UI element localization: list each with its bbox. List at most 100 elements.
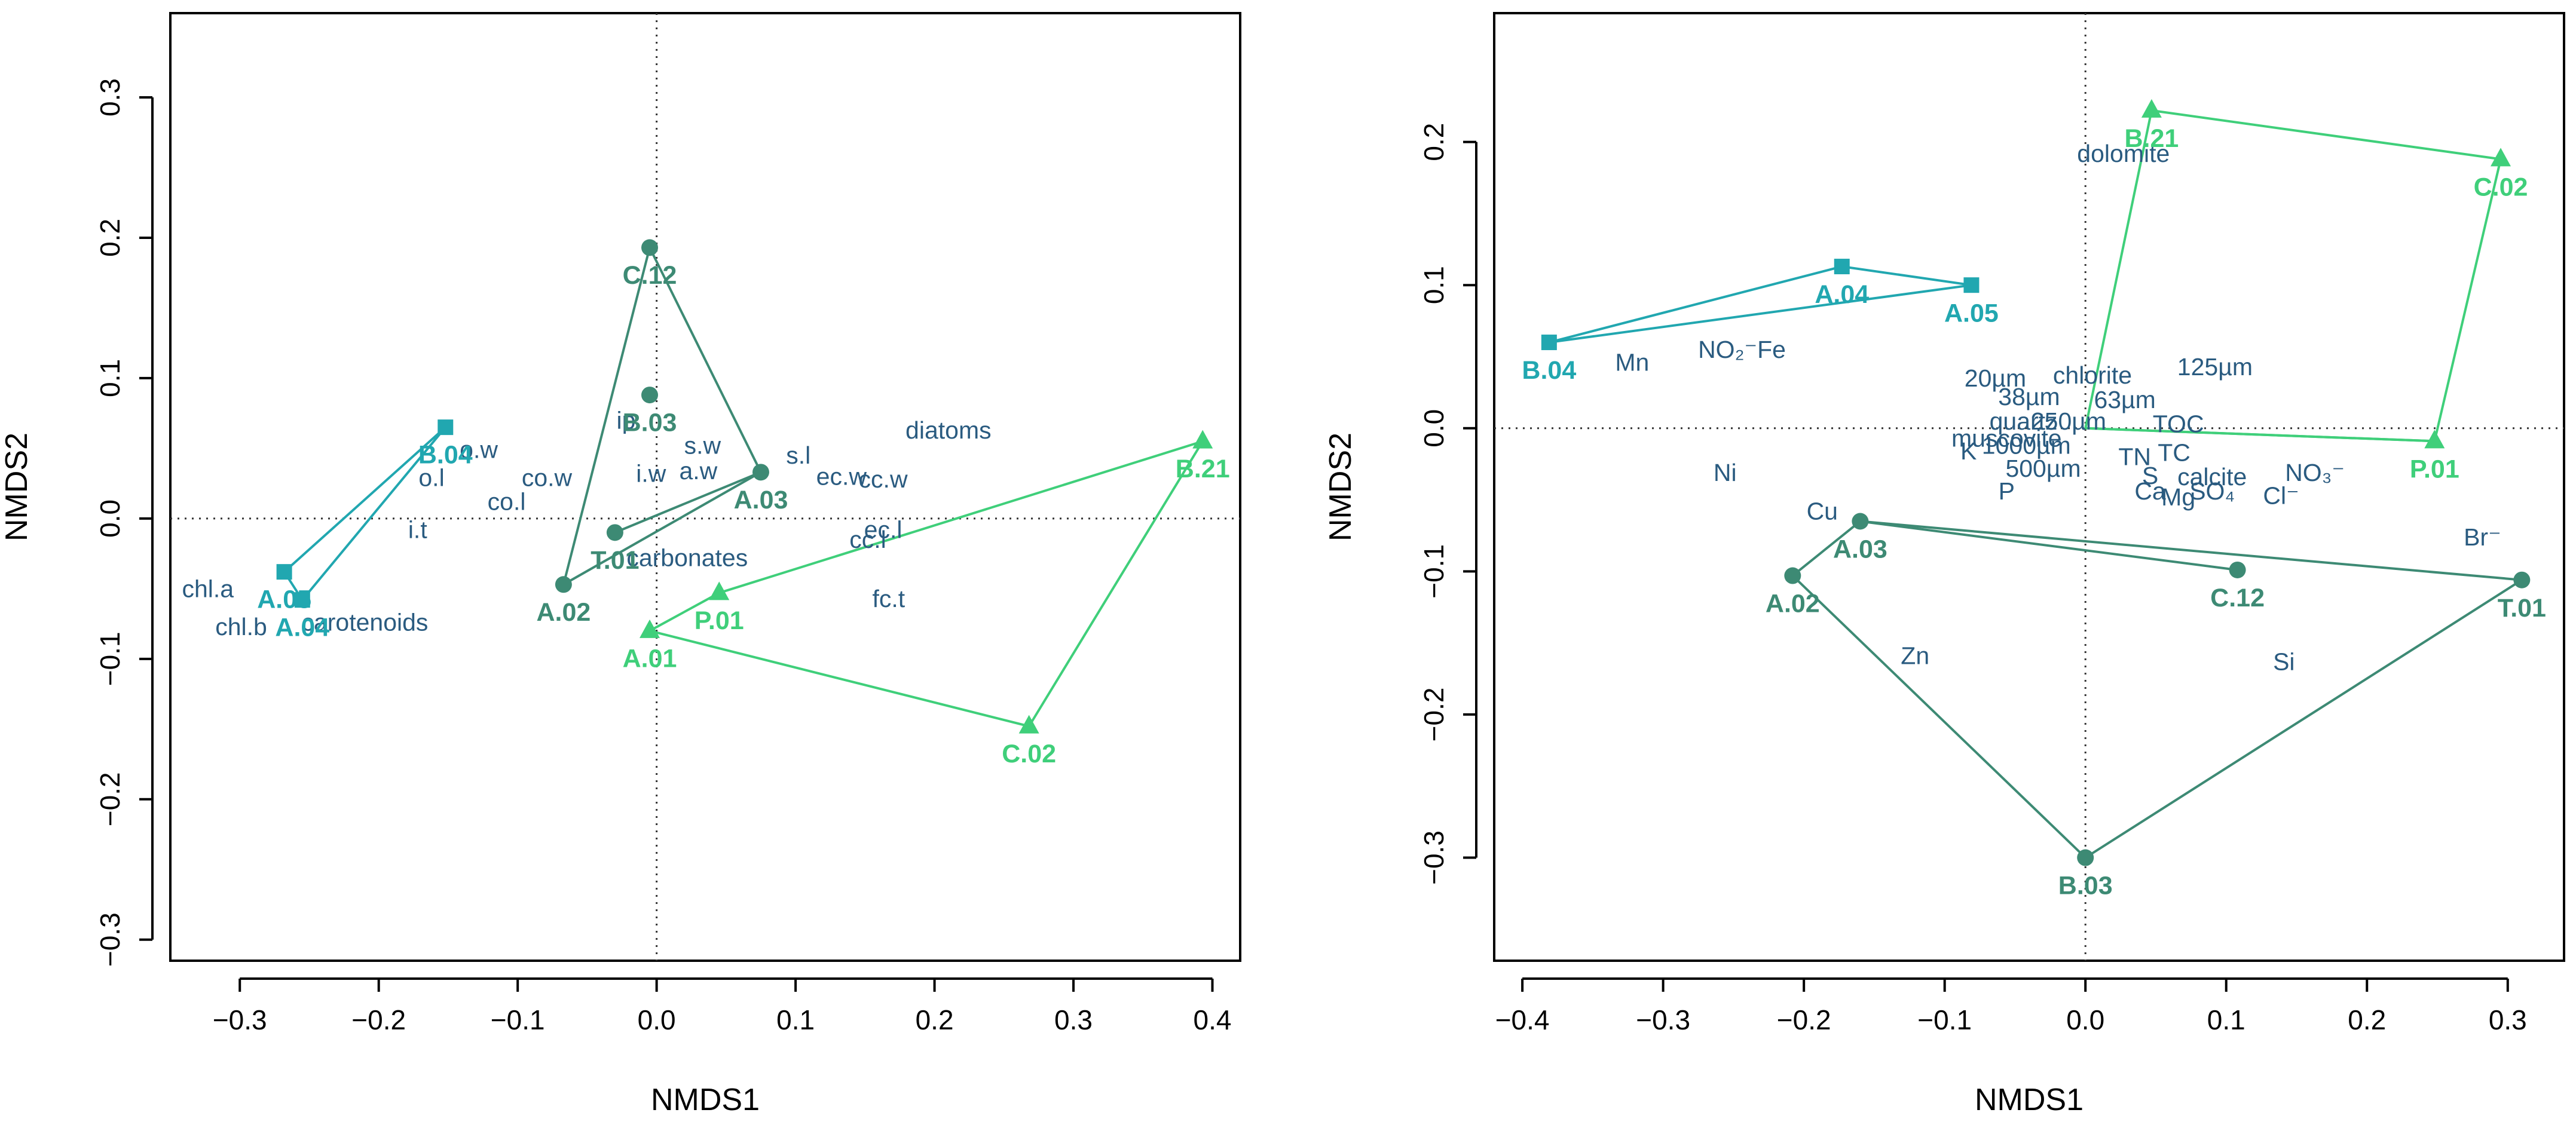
y-tick-label: −0.3 <box>1418 830 1449 885</box>
variable-label: chl.a <box>182 575 234 602</box>
x-tick-label: 0.4 <box>1194 1004 1232 1035</box>
site-marker <box>752 464 769 481</box>
y-tick-label: 0.2 <box>94 219 126 257</box>
y-axis-title: NMDS2 <box>0 433 34 541</box>
variable-label: o.l <box>418 464 444 492</box>
variable-label: 125µm <box>2177 353 2253 381</box>
variable-label: s.l <box>786 442 810 469</box>
site-marker <box>1963 277 1980 293</box>
group-segment <box>614 471 761 534</box>
variable-label: TC <box>2158 439 2190 467</box>
site-marker <box>640 619 660 638</box>
site-marker <box>2424 430 2445 449</box>
group-segment <box>2085 427 2435 443</box>
site-marker <box>641 387 659 404</box>
variable-label: 500µm <box>2005 455 2081 482</box>
variable-label: fc.t <box>873 585 905 612</box>
group-hull <box>1791 520 2526 860</box>
site-marker <box>1192 430 1213 449</box>
y-tick-label: −0.3 <box>94 912 126 967</box>
x-tick-label: −0.4 <box>1495 1004 1550 1035</box>
y-tick-label: −0.1 <box>94 632 126 686</box>
site-marker <box>1834 259 1850 275</box>
site-marker <box>2229 561 2246 578</box>
variable-label: a.w <box>679 457 717 485</box>
site-marker <box>709 581 730 600</box>
variable-label: muscovite <box>1951 425 2062 452</box>
group-hull <box>1549 265 1972 344</box>
site-label: A.05 <box>1944 299 1999 327</box>
variable-label: Cl⁻ <box>2263 482 2299 509</box>
y-tick-label: 0.0 <box>94 499 126 538</box>
site-marker <box>1541 335 1557 351</box>
variable-label: Cu <box>1807 498 1838 525</box>
y-tick-label: 0.1 <box>1418 266 1449 304</box>
variable-label: ec.l <box>864 516 902 544</box>
variable-label: carbonates <box>626 544 748 572</box>
variable-label: calcite <box>2177 463 2247 491</box>
variable-label: 1000µm <box>1982 432 2071 459</box>
y-tick-label: −0.2 <box>94 772 126 826</box>
site-label: A.03 <box>734 486 788 514</box>
variable-label: Ni <box>1714 459 1737 486</box>
site-marker <box>641 239 659 256</box>
site-label: B.04 <box>418 441 473 470</box>
variable-label: NO₂⁻Fe <box>1698 336 1786 363</box>
site-label: B.04 <box>1522 356 1576 385</box>
variable-label: carotenoids <box>301 609 428 636</box>
y-tick-label: −0.1 <box>1418 544 1449 599</box>
x-tick-label: 0.0 <box>2066 1004 2104 1035</box>
site-label: B.03 <box>2058 872 2113 900</box>
variable-label: o.w <box>460 436 498 464</box>
x-tick-label: 0.1 <box>2207 1004 2245 1035</box>
y-tick-label: 0.0 <box>1418 409 1449 447</box>
variable-label: quartz <box>1990 407 2058 435</box>
site-label: A.04 <box>275 614 329 642</box>
site-marker <box>1852 513 1869 530</box>
variable-label: Ca <box>2134 477 2166 505</box>
site-label: T.01 <box>2498 594 2546 623</box>
site-label: A.02 <box>1766 590 1820 618</box>
site-label: A.04 <box>1815 280 1869 309</box>
variable-label: 38µm <box>1998 383 2060 410</box>
x-tick-label: 0.2 <box>916 1004 954 1035</box>
x-tick-label: 0.3 <box>1054 1004 1093 1035</box>
variable-label: P <box>1999 477 2015 505</box>
site-label: C.02 <box>1002 740 1056 768</box>
x-tick-label: 0.2 <box>2348 1004 2386 1035</box>
site-label: C.12 <box>2210 584 2265 612</box>
variable-label: K <box>1960 437 1977 465</box>
variable-label: cc.l <box>849 526 886 553</box>
variable-label: Mg <box>2161 483 2195 511</box>
y-tick-label: 0.2 <box>1418 123 1449 161</box>
variable-label: SO₄ <box>2189 477 2235 505</box>
x-tick-label: −0.2 <box>1777 1004 1831 1035</box>
site-label: B.03 <box>623 409 677 437</box>
variable-label: ec.w <box>816 462 867 490</box>
site-label: A.03 <box>1833 535 1887 564</box>
site-label: C.12 <box>623 261 677 290</box>
site-label: P.01 <box>695 606 744 635</box>
site-marker <box>276 564 292 580</box>
site-marker <box>1784 567 1801 584</box>
variable-label: NO₃⁻ <box>2285 459 2345 486</box>
x-axis-title: NMDS1 <box>1975 1083 2084 1117</box>
x-tick-label: 0.3 <box>2489 1004 2527 1035</box>
x-tick-label: 0.1 <box>776 1004 815 1035</box>
x-tick-label: −0.2 <box>351 1004 406 1035</box>
variable-label: 250µm <box>2031 407 2106 435</box>
x-axis-title: NMDS1 <box>651 1083 760 1117</box>
variable-label: s.w <box>684 432 721 459</box>
group-segment <box>1860 520 2238 571</box>
site-marker <box>2513 571 2531 588</box>
x-tick-label: −0.3 <box>1636 1004 1690 1035</box>
site-label: P.01 <box>2410 455 2459 483</box>
site-label: A.02 <box>536 598 591 627</box>
site-marker <box>1018 715 1039 734</box>
variable-label: Mn <box>1615 349 1649 376</box>
variable-label: diatoms <box>905 416 992 444</box>
site-label: B.21 <box>2124 124 2179 153</box>
variable-label: 20µm <box>1965 364 2026 392</box>
site-label: C.02 <box>2474 173 2528 202</box>
x-tick-label: −0.1 <box>491 1004 545 1035</box>
